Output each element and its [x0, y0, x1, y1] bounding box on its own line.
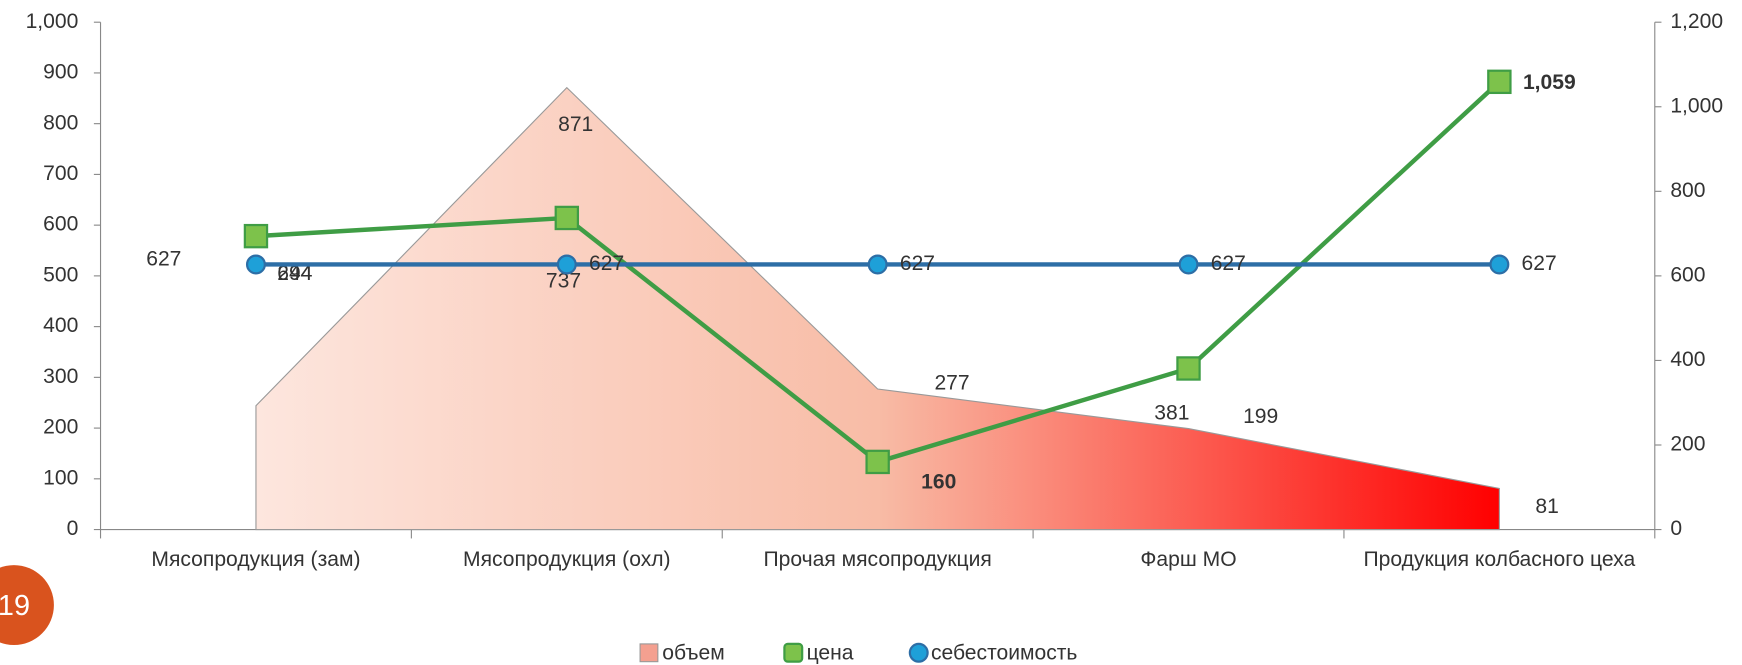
data-label: 871: [558, 113, 593, 136]
legend-swatch: [908, 642, 929, 663]
marker: [1487, 69, 1512, 95]
y2-tick-label: 1,200: [1670, 10, 1723, 33]
data-label: 277: [934, 372, 969, 395]
marker: [1176, 356, 1201, 381]
data-label: 737: [546, 270, 581, 293]
y2-tick-label: 600: [1670, 263, 1705, 286]
y2-tick-label: 0: [1670, 517, 1682, 540]
y2-tick-label: 1,000: [1670, 94, 1723, 117]
y-tick-label: 0: [67, 517, 79, 540]
legend-swatch: [783, 642, 804, 663]
data-label: 627: [900, 252, 935, 275]
x-tick-label: Продукция колбасного цеха: [1363, 548, 1636, 572]
y-tick-label: 600: [43, 213, 78, 236]
y-tick-label: 1,000: [26, 10, 79, 33]
marker: [1489, 254, 1510, 275]
y2-tick-label: 800: [1670, 179, 1705, 202]
slide-number: 19: [0, 590, 30, 622]
marker: [867, 254, 888, 275]
x-tick-label-box: Мясопродукция (охл): [463, 548, 671, 572]
data-label: 627: [146, 248, 181, 271]
data-label: 244: [277, 262, 312, 285]
y-tick-label: 200: [43, 416, 78, 439]
x-tick-label-box: Мясопродукция (зам): [151, 548, 361, 572]
area: [255, 86, 1500, 531]
marker: [243, 223, 269, 249]
marker: [556, 254, 577, 275]
data-label: 199: [1243, 405, 1278, 428]
marker: [1178, 254, 1199, 275]
marker: [554, 205, 580, 231]
data-label: 160: [921, 471, 956, 494]
data-label: 694: [277, 262, 312, 285]
legend-swatch: [639, 643, 659, 663]
data-label: 1,059: [1523, 71, 1576, 94]
y-tick-label: 300: [43, 365, 78, 388]
marker: [865, 449, 890, 475]
y-tick-label: 900: [43, 61, 78, 84]
y-tick-label: 500: [43, 263, 78, 286]
y-tick-label: 100: [43, 466, 78, 489]
x-tick-label-box: Прочая мясопродукция: [763, 548, 992, 572]
data-label: 627: [1211, 252, 1246, 275]
data-label: 627: [1522, 252, 1557, 275]
data-label: 381: [1154, 402, 1189, 425]
x-tick-label: Прочая мясопродукция: [763, 548, 992, 572]
marker: [245, 254, 266, 275]
legend-label: объем: [662, 641, 724, 664]
y2-tick-label: 200: [1670, 433, 1705, 456]
slide-badge: [0, 565, 54, 646]
x-tick-label: Мясопродукция (зам): [151, 548, 361, 572]
legend-label: себестоимость: [931, 641, 1077, 664]
data-label: 627: [589, 252, 624, 275]
y-tick-label: 700: [43, 162, 78, 185]
y-tick-label: 400: [43, 314, 78, 337]
x-tick-label: Мясопродукция (охл): [463, 548, 671, 572]
data-label: 81: [1535, 495, 1558, 518]
y2-tick-label: 400: [1670, 348, 1705, 371]
x-tick-label: Фарш МО: [1140, 548, 1237, 572]
x-tick-label-box: Продукция колбасного цеха: [1363, 548, 1636, 572]
y-tick-label: 800: [43, 111, 78, 134]
x-tick-label-box: Фарш МО: [1140, 548, 1237, 572]
legend-label: цена: [807, 641, 854, 664]
